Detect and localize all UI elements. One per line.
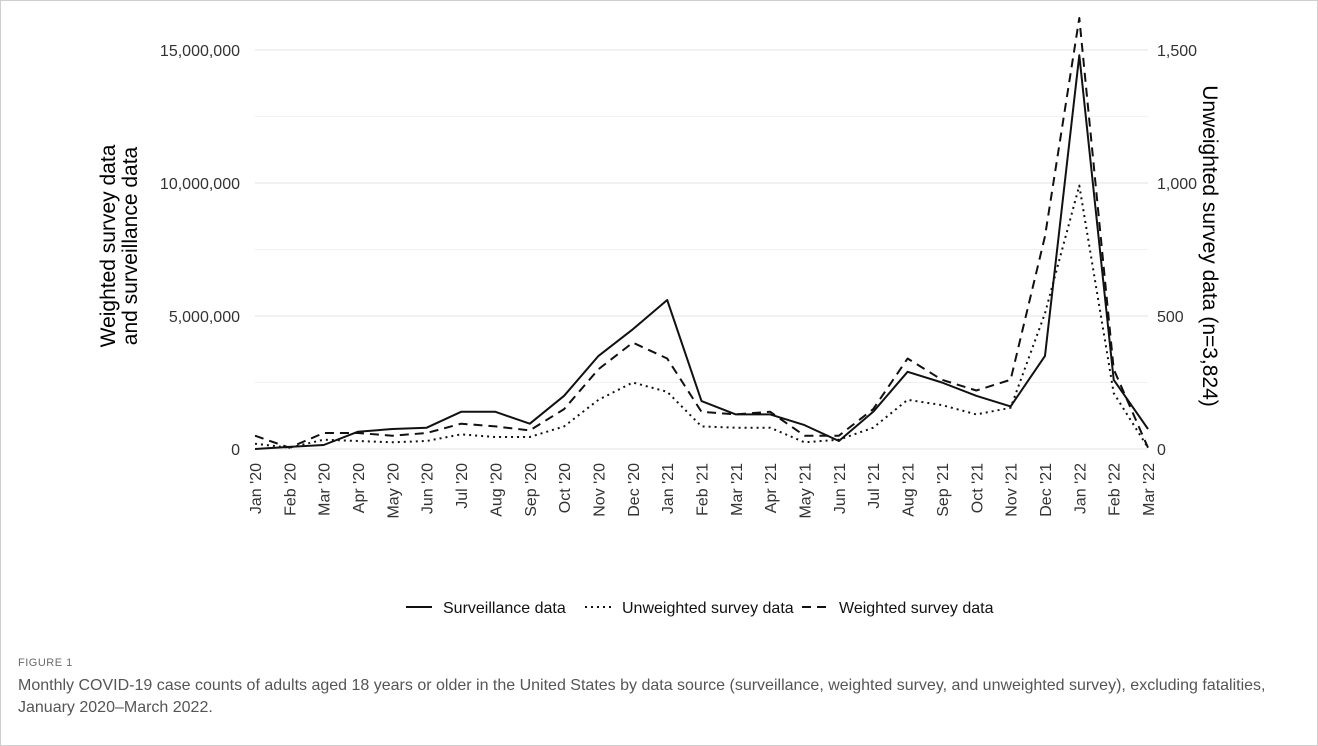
y2-tick-label: 1,500 [1157,43,1197,60]
x-tick-label: Jun '21 [832,463,849,514]
x-tick-label: Sep '21 [935,463,952,517]
x-tick-label: Mar '21 [729,463,746,516]
x-tick-label: Jan '21 [660,463,677,514]
x-tick-label: Jun '20 [420,463,437,514]
x-tick-label: May '21 [798,463,815,519]
line-chart: 0 5,000,000 10,000,000 15,000,000 0 500 1,000… [97,17,1221,617]
legend-label-surveillance-data: Surveillance data [443,600,566,617]
x-tick-label: Feb '21 [695,463,712,516]
y2-tick-label: 500 [1157,309,1184,326]
x-tick-label: Oct '20 [557,463,574,513]
x-tick-label: Apr '20 [351,463,368,513]
x-tick-label: Dec '20 [626,463,643,517]
x-tick-label: Jan '22 [1072,463,1089,514]
figure-caption: Monthly COVID-19 case counts of adults a… [18,677,1266,716]
legend-label-weighted-survey-data: Weighted survey data [839,600,994,617]
x-tick-label: Sep '20 [523,463,540,517]
x-tick-label: Nov '21 [1004,463,1021,517]
series-line-weighted-survey-data [254,17,1149,449]
y-tick-label: 15,000,000 [160,43,240,60]
left-y-axis-ticks: 0 5,000,000 10,000,000 15,000,000 [160,43,240,459]
x-tick-label: Dec '21 [1038,463,1055,517]
x-tick-label: Apr '21 [763,463,780,513]
x-tick-label: Feb '20 [282,463,299,516]
x-tick-label: Jul '20 [454,463,471,509]
x-tick-label: Aug '20 [488,463,505,517]
x-tick-label: Oct '21 [969,463,986,513]
y-tick-label: 5,000,000 [169,309,240,326]
x-tick-label: Feb '22 [1107,463,1124,516]
series-lines [254,17,1149,450]
y-tick-label: 10,000,000 [160,176,240,193]
y2-tick-label: 0 [1157,442,1166,459]
x-tick-label: Mar '20 [317,463,334,516]
legend: Surveillance data Unweighted survey data W… [406,600,994,617]
series-line-surveillance-data [254,54,1149,450]
x-tick-label: Jul '21 [866,463,883,509]
x-tick-label: Mar '22 [1141,463,1158,516]
x-tick-label: Nov '20 [591,463,608,517]
y2-tick-label: 1,000 [1157,176,1197,193]
series-line-unweighted-survey-data [254,184,1149,449]
right-y-axis-ticks: 0 500 1,000 1,500 [1157,43,1197,459]
x-tick-label: Jan '20 [248,463,265,514]
right-y-axis-title: Unweighted survey data (n=3,824) [1198,85,1221,407]
figure-label: FIGURE 1 [18,657,73,669]
x-axis-ticks: Jan '20 Feb '20 Mar '20 Apr '20 May '20 Jun '… [248,463,1158,519]
legend-label-unweighted-survey-data: Unweighted survey data [622,600,794,617]
y-tick-label: 0 [231,442,240,459]
left-y-axis-title: Weighted survey dataand surveillance dat… [97,144,142,347]
x-tick-label: May '20 [385,463,402,519]
x-tick-label: Aug '21 [901,463,918,517]
gridlines [255,49,1148,450]
